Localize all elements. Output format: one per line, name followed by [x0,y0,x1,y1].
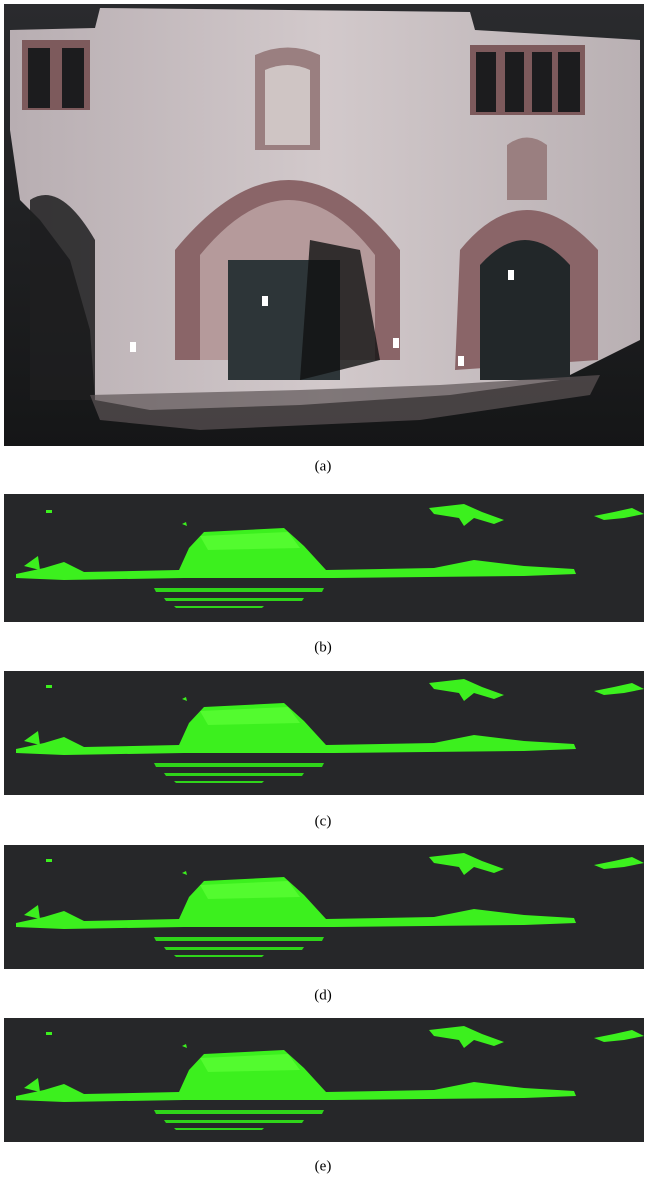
caption: (e) [315,1158,332,1174]
point-cloud-image [4,845,644,969]
caption: (a) [315,458,332,474]
point-cloud-image [4,671,644,795]
caption: (d) [314,987,332,1003]
figure: (a) (b) (c) (d) (e) [0,0,646,1184]
point-cloud-image [4,1018,644,1142]
caption: (b) [314,639,332,655]
facade-image [4,4,644,446]
point-cloud-image [4,494,644,622]
caption: (c) [315,813,332,829]
